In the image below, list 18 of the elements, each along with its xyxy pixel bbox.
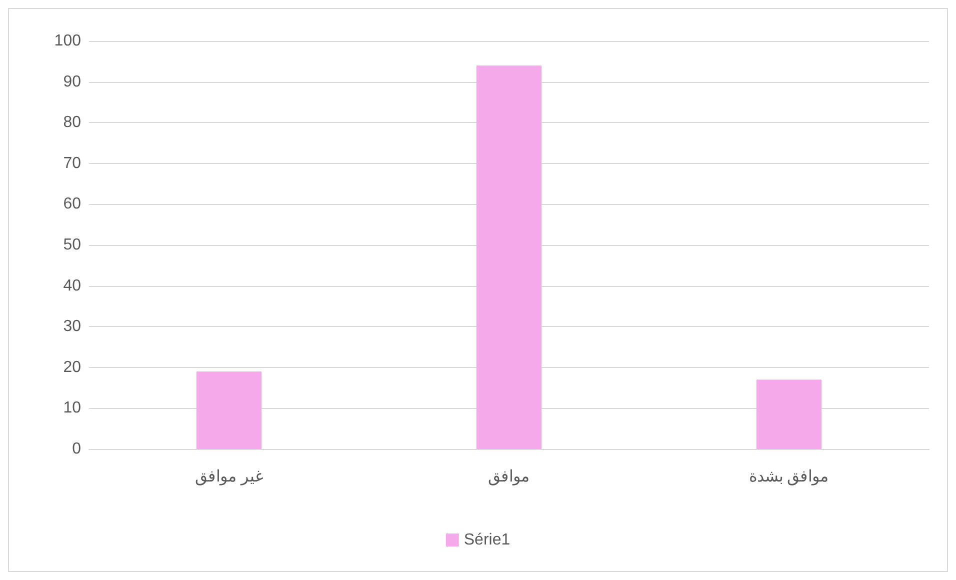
y-tick-label: 60 — [63, 196, 82, 213]
x-tick-label: غير موافق — [194, 468, 264, 486]
y-tick-label: 10 — [63, 400, 82, 417]
bar — [196, 371, 262, 449]
y-tick-label: 100 — [54, 32, 82, 50]
x-tick-label: موافق بشدة — [748, 468, 830, 486]
y-tick-label: 30 — [63, 318, 82, 336]
legend-label: Série1 — [464, 532, 510, 548]
bar — [476, 65, 542, 449]
y-tick-label: 80 — [63, 114, 82, 132]
y-tick-label: 70 — [63, 154, 82, 172]
y-tick-label: 0 — [72, 440, 82, 458]
y-tick-label: 50 — [63, 236, 82, 254]
y-tick-label: 20 — [63, 358, 82, 376]
y-tick-label: 40 — [63, 277, 82, 294]
bar — [756, 380, 822, 449]
y-tick-label: 90 — [63, 73, 82, 90]
x-tick-label: موافق — [488, 468, 530, 486]
